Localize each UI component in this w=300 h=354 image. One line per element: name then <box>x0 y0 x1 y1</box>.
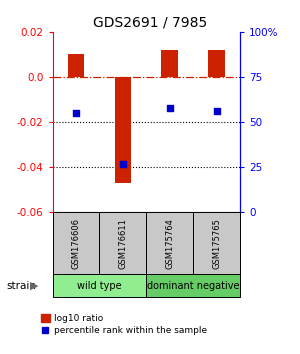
Bar <box>99 212 146 274</box>
Point <box>74 110 78 116</box>
Text: GSM176606: GSM176606 <box>71 218 80 269</box>
Point <box>167 105 172 110</box>
Legend: log10 ratio, percentile rank within the sample: log10 ratio, percentile rank within the … <box>40 314 207 336</box>
Text: GSM175765: GSM175765 <box>212 218 221 269</box>
Bar <box>115 77 131 183</box>
Text: GSM175764: GSM175764 <box>165 218 174 269</box>
Point <box>214 108 219 114</box>
Bar <box>193 212 240 274</box>
Text: dominant negative: dominant negative <box>147 281 239 291</box>
Bar <box>161 50 178 77</box>
Point <box>120 161 125 166</box>
Text: wild type: wild type <box>77 281 122 291</box>
Text: GDS2691 / 7985: GDS2691 / 7985 <box>93 16 207 30</box>
Bar <box>68 55 84 77</box>
Text: GSM176611: GSM176611 <box>118 218 127 269</box>
Bar <box>208 50 225 77</box>
Text: strain: strain <box>6 281 36 291</box>
Bar <box>146 212 193 274</box>
Text: ▶: ▶ <box>30 281 39 291</box>
Bar <box>146 274 240 297</box>
Bar <box>52 274 146 297</box>
Bar <box>52 212 99 274</box>
